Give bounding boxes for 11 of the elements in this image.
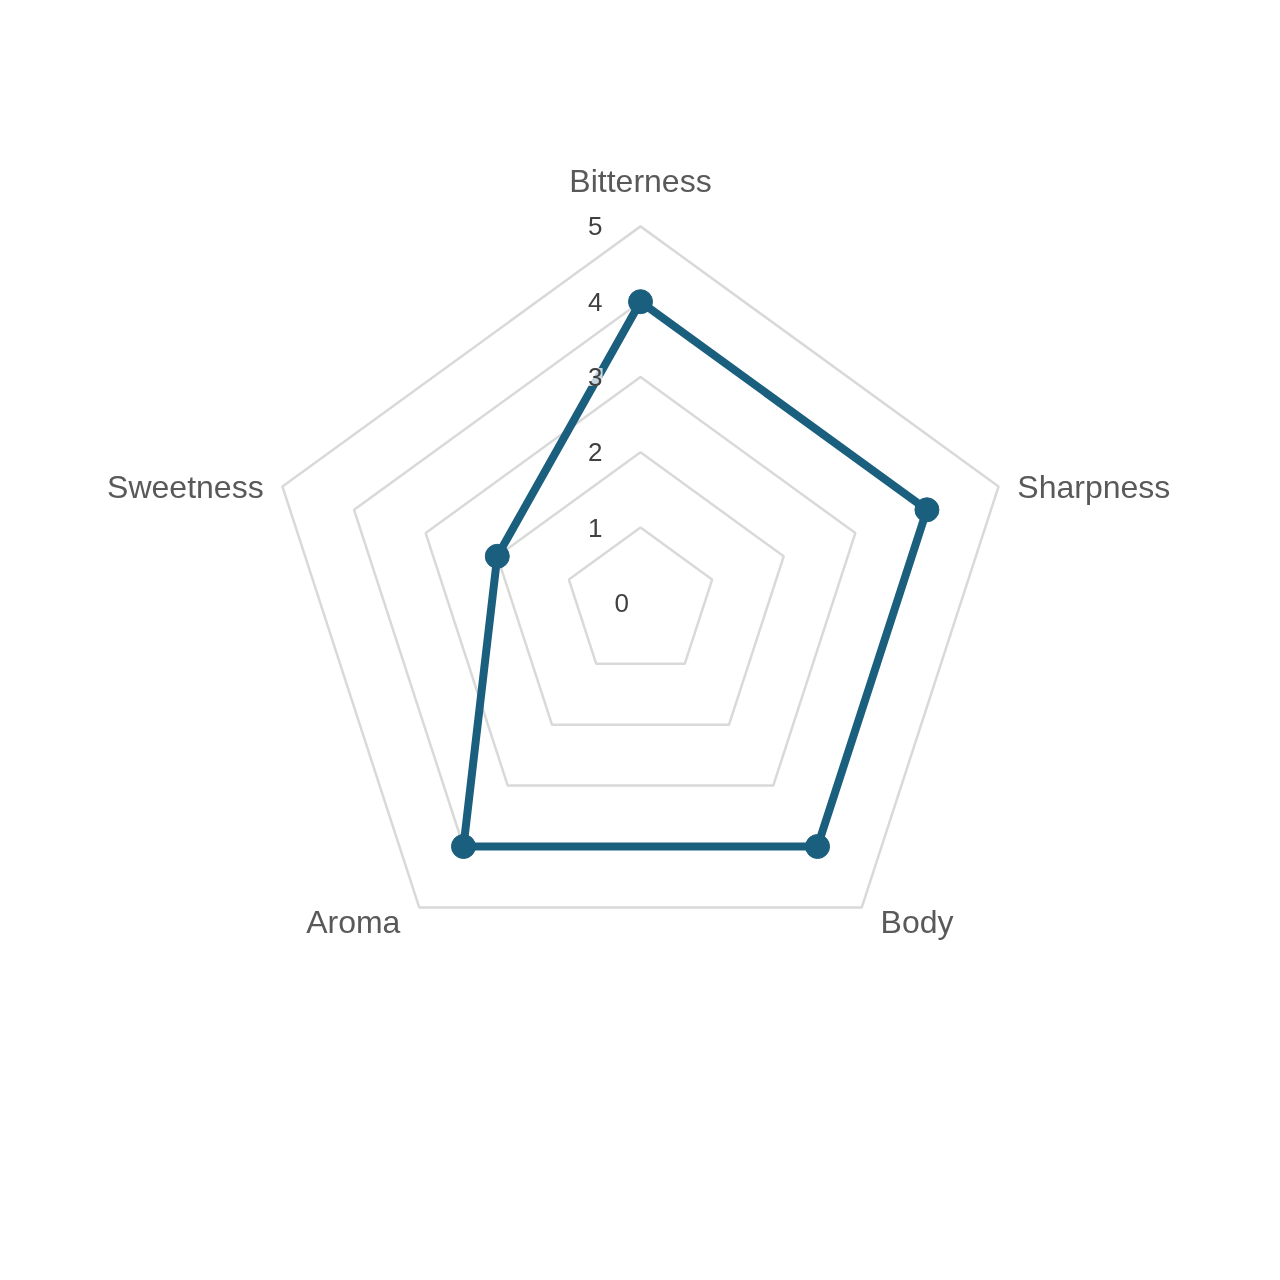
spoke-label: Sweetness	[107, 468, 264, 505]
spoke-label: Bitterness	[569, 163, 712, 200]
y-tick-label: 3	[588, 361, 603, 392]
y-tick-label: 4	[588, 286, 603, 317]
spoke-label: Body	[880, 904, 954, 941]
y-tick-label: 5	[588, 211, 603, 242]
spoke-label: Sharpness	[1017, 468, 1171, 505]
y-tick-label: 1	[588, 512, 603, 543]
spoke-label: Aroma	[306, 904, 401, 941]
y-tick-label: 2	[588, 437, 603, 468]
y-tick-label: 0	[614, 587, 629, 618]
